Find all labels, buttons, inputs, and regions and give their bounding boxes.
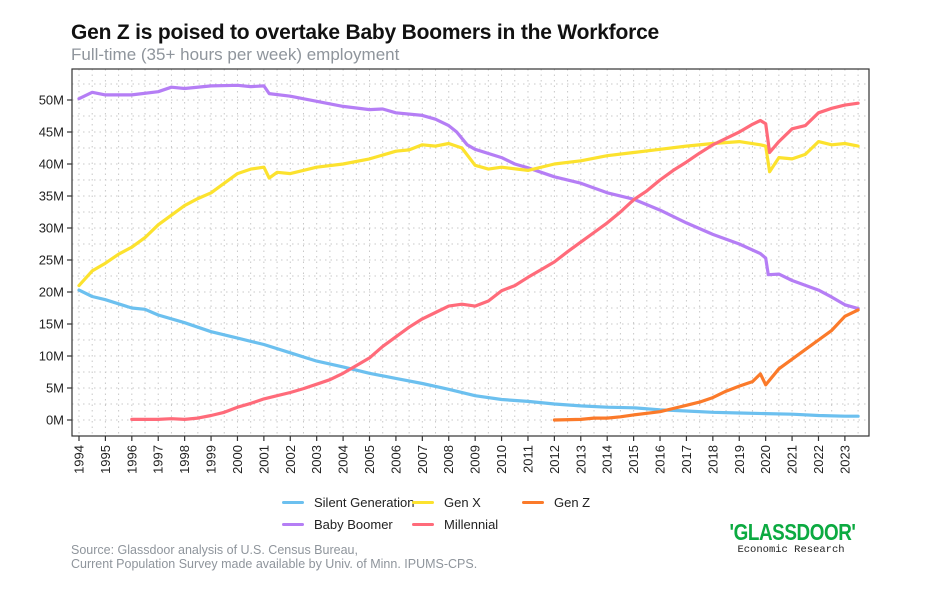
source-line-1: Source: Glassdoor analysis of U.S. Censu… [71,543,358,557]
series-line-gen-z [552,308,860,422]
source-line-2: Current Population Survey made available… [71,557,478,571]
x-tick-label: 2008 [441,445,456,474]
legend-label: Baby Boomer [314,517,393,532]
legend-swatch [282,523,304,526]
x-tick-label: 2001 [256,445,271,474]
series-line-baby-boomer [77,83,860,311]
legend-swatch [412,501,434,504]
legend-item-baby-boomer: Baby Boomer [282,517,393,532]
series-lines [77,83,860,422]
x-tick-label: 2004 [336,445,351,474]
x-tick-label: 2010 [494,445,509,474]
source-note: Source: Glassdoor analysis of U.S. Censu… [71,543,477,571]
y-tick-label: 40M [39,157,64,172]
legend-swatch [522,501,544,504]
glassdoor-wordmark: 'GLASSDOOR' [729,519,856,545]
legend-item-millennial: Millennial [412,517,498,532]
x-tick-label: 2019 [732,445,747,474]
x-tick-label: 2014 [600,445,615,474]
x-tick-label: 1999 [204,445,219,474]
x-tick-label: 2017 [679,445,694,474]
y-tick-label: 0M [46,413,64,428]
series-line-silent-generation [77,288,860,418]
y-tick-label: 15M [39,317,64,332]
series-line-millennial [130,101,860,421]
x-tick-label: 1997 [151,445,166,474]
x-tick-label: 2007 [415,445,430,474]
glassdoor-logo: 'GLASSDOOR' Economic Research [716,519,866,556]
chart-title: Gen Z is poised to overtake Baby Boomers… [71,21,660,44]
y-tick-label: 35M [39,189,64,204]
x-tick-label: 2021 [785,445,800,474]
y-tick-label: 10M [39,349,64,364]
y-tick-label: 30M [39,221,64,236]
x-axis: 1994 1995 1996 1997 1998 1999 2000 2001 2002 2003… [72,436,852,474]
x-tick-label: 2018 [705,445,720,474]
x-tick-label: 2020 [758,445,773,474]
legend-label: Silent Generation [314,495,415,510]
x-tick-label: 2012 [547,445,562,474]
logo-subtitle: Economic Research [737,544,845,556]
series-line-gen-x [77,140,860,288]
legend-item-gen-x: Gen X [412,495,481,510]
x-tick-label: 1994 [72,445,87,474]
legend-item-gen-z: Gen Z [522,495,590,510]
y-tick-label: 45M [39,125,64,140]
y-tick-label: 50M [39,93,64,108]
plot-frame [71,68,870,437]
y-tick-label: 20M [39,285,64,300]
x-tick-label: 2011 [520,445,535,473]
x-tick-label: 1998 [177,445,192,474]
y-axis: 0M 5M 10M 15M 20M 25M 30M 35M 40M 45M 50M [39,93,72,428]
legend-label: Gen X [444,495,481,510]
x-tick-label: 2015 [626,445,641,474]
chart-subtitle: Full-time (35+ hours per week) employmen… [71,45,400,64]
x-tick-label: 2023 [837,445,852,474]
x-tick-label: 2016 [653,445,668,474]
x-tick-label: 2022 [811,445,826,474]
x-tick-label: 1996 [124,445,139,474]
legend-swatch [282,501,304,504]
x-tick-label: 1995 [98,445,113,474]
legend-item-silent-generation: Silent Generation [282,495,414,510]
legend-label: Gen Z [554,495,591,510]
x-tick-label: 2005 [362,445,377,474]
x-tick-label: 2006 [388,445,403,474]
x-tick-label: 2013 [573,445,588,474]
x-tick-label: 2000 [230,445,245,474]
y-tick-label: 25M [39,253,64,268]
gridlines [72,69,869,436]
legend-label: Millennial [444,517,499,532]
x-tick-label: 2003 [309,445,324,474]
y-tick-label: 5M [46,381,64,396]
legend-swatch [412,523,434,526]
x-tick-label: 2002 [283,445,298,474]
x-tick-label: 2009 [468,445,483,474]
